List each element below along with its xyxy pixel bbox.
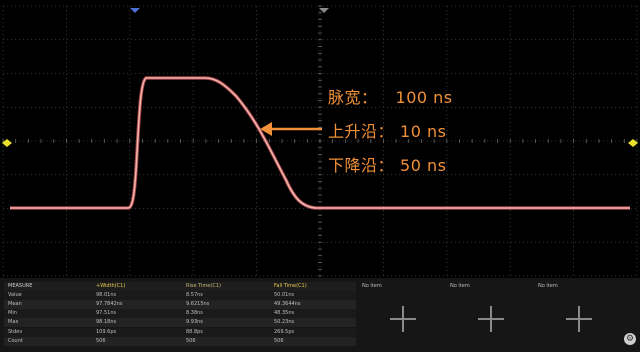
- rise-time-annotation: 上升沿： 10 ns: [328, 118, 446, 142]
- measurement-value: 49.3644ns: [274, 301, 301, 308]
- graticule-center-ticks: [2, 5, 638, 277]
- measurement-value: 98.18ns: [96, 319, 117, 326]
- pulse-width-value: 100 ns: [395, 88, 453, 107]
- channel-offset-marker-icon[interactable]: [2, 139, 12, 147]
- measurement-value: 506: [274, 337, 284, 344]
- measurement-row: Max 98.18ns 9.93ns 50.23ns: [4, 318, 356, 328]
- measurement-row-label: Value: [8, 292, 22, 299]
- measurement-column-header[interactable]: +Width(C1): [96, 283, 126, 289]
- measurement-header-row: MEASURE +Width(C1) Rise Time(C1) Fall Time(…: [4, 282, 356, 291]
- measurement-value: 8.38ns: [186, 310, 203, 317]
- measurement-value: 88.8ps: [186, 328, 203, 335]
- rise-time-value: 10 ns: [400, 122, 447, 141]
- rise-time-label: 上升沿：: [328, 122, 395, 141]
- arrow-head-icon: [260, 122, 272, 136]
- measurement-row: Stdev 109.6ps 88.8ps 269.5ps: [4, 327, 356, 337]
- measurement-value: 109.6ps: [96, 328, 117, 335]
- measurement-column-header[interactable]: Rise Time(C1): [186, 283, 221, 289]
- measurement-row-label: Stdev: [8, 328, 23, 335]
- measurement-row-label: Mean: [8, 301, 22, 308]
- plus-icon[interactable]: [390, 306, 416, 332]
- measurement-value: 8.57ns: [186, 292, 203, 299]
- pulse-width-annotation: 脉宽： 100 ns: [328, 84, 453, 108]
- measurement-value: 48.35ns: [274, 310, 295, 317]
- measurement-value: 506: [96, 337, 106, 344]
- trigger-level-marker-icon[interactable]: [628, 139, 638, 147]
- measurement-row-label: Max: [8, 319, 19, 326]
- measurement-row: Mean 97.7842ns 9.6215ns 49.3644ns: [4, 300, 356, 310]
- plus-icon[interactable]: [478, 306, 504, 332]
- measurement-row: Value 98.01ns 8.57ns 50.01ns: [4, 291, 356, 301]
- measurement-value: 50.01ns: [274, 292, 295, 299]
- waveform-trace: [10, 77, 630, 209]
- gear-icon[interactable]: ⚙: [624, 333, 636, 345]
- measurement-value: 9.93ns: [186, 319, 203, 326]
- trigger-position-marker-icon[interactable]: [319, 8, 329, 13]
- measurement-column-header[interactable]: Fall Time(C1): [274, 283, 307, 289]
- measurement-value: 98.01ns: [96, 292, 117, 299]
- measurement-row: Count 506 506 506: [4, 336, 356, 346]
- measurement-row-label: Min: [8, 310, 17, 317]
- empty-measurement-slot-label: No item: [362, 283, 382, 289]
- measurement-table: MEASURE +Width(C1) Rise Time(C1) Fall Time(…: [4, 281, 636, 352]
- measurement-value: 50.23ns: [274, 319, 295, 326]
- measurement-value: 269.5ps: [274, 328, 295, 335]
- fall-time-label: 下降沿：: [328, 156, 395, 175]
- measurement-value: 506: [186, 337, 196, 344]
- measurement-row-label: Count: [8, 337, 23, 344]
- pulse-width-label: 脉宽：: [328, 88, 378, 107]
- plus-icon[interactable]: [566, 306, 592, 332]
- fall-time-value: 50 ns: [400, 156, 447, 175]
- horizontal-position-marker-icon[interactable]: [130, 8, 140, 13]
- empty-measurement-slot-label: No item: [450, 283, 470, 289]
- measurement-header-label: MEASURE: [8, 283, 33, 289]
- fall-time-annotation: 下降沿： 50 ns: [328, 152, 446, 176]
- measurement-value: 9.6215ns: [186, 301, 210, 308]
- empty-measurement-slot-label: No item: [538, 283, 558, 289]
- measurement-value: 97.7842ns: [96, 301, 123, 308]
- measurement-row: Min 97.51ns 8.38ns 48.35ns: [4, 309, 356, 319]
- measurement-value: 97.51ns: [96, 310, 117, 317]
